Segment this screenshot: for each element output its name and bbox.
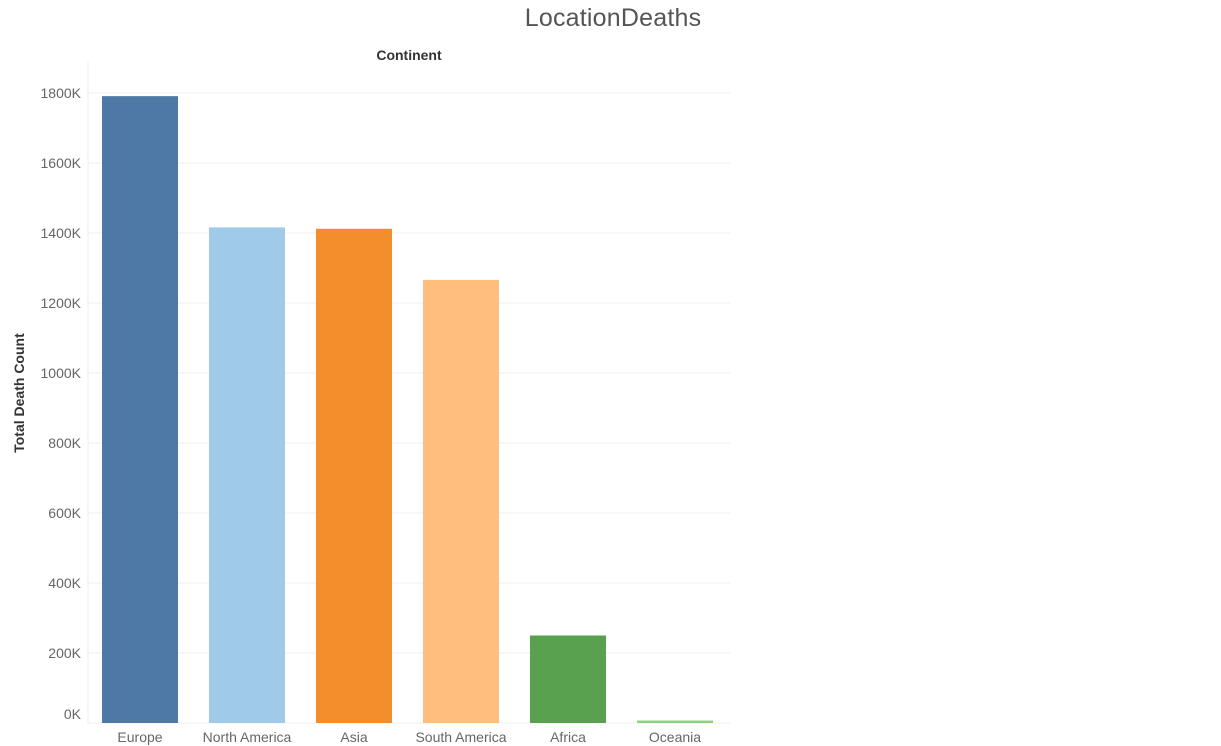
y-tick-label: 1800K: [41, 85, 82, 101]
bar-oceania[interactable]: [637, 720, 713, 723]
bar-africa[interactable]: [530, 635, 606, 724]
y-tick-label: 1600K: [41, 155, 82, 171]
y-tick-label: 1200K: [41, 295, 82, 311]
page-title: LocationDeaths: [524, 4, 702, 32]
bar-europe[interactable]: [102, 96, 178, 723]
x-tick-label: Oceania: [649, 729, 701, 745]
bars: [102, 96, 713, 724]
bar-south-america[interactable]: [423, 279, 499, 723]
y-axis-ticks: 0K 200K 400K 600K 800K 1000K 1200K 1400K 1600K 18…: [41, 85, 82, 722]
y-tick-label: 800K: [48, 435, 81, 451]
y-tick-label: 400K: [48, 575, 81, 591]
x-tick-label: North America: [203, 729, 292, 745]
gridlines: [87, 62, 730, 724]
x-axis-ticks: Europe North America Asia South America Afri…: [117, 729, 701, 745]
column-header: Continent: [376, 47, 442, 63]
y-tick-label: 0K: [64, 706, 82, 722]
x-tick-label: Africa: [550, 729, 586, 745]
x-tick-label: Asia: [340, 729, 367, 745]
y-tick-label: 600K: [48, 505, 81, 521]
y-tick-label: 1000K: [41, 365, 82, 381]
y-tick-label: 1400K: [41, 225, 82, 241]
x-tick-label: South America: [415, 729, 506, 745]
bar-asia[interactable]: [316, 228, 392, 724]
bar-north-america[interactable]: [209, 227, 285, 723]
y-tick-label: 200K: [48, 645, 81, 661]
x-tick-label: Europe: [117, 729, 162, 745]
